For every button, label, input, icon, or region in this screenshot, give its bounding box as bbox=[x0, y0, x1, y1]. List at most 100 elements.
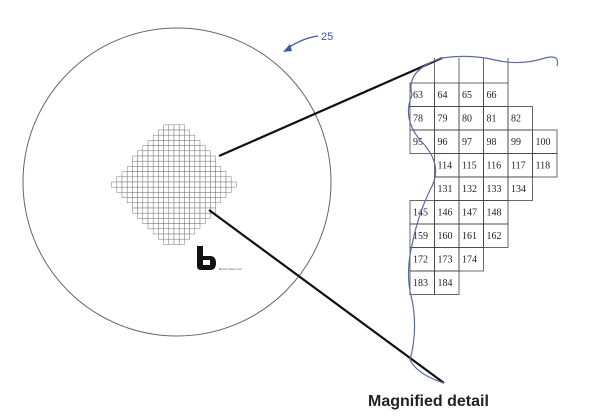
cluster-die bbox=[189, 218, 196, 224]
cluster-die bbox=[137, 212, 144, 219]
cluster-die bbox=[142, 171, 149, 178]
cluster-die bbox=[147, 160, 154, 167]
cluster-die bbox=[178, 228, 185, 235]
cluster-die bbox=[152, 223, 159, 230]
detail-cell-label: 134 bbox=[511, 184, 526, 195]
cluster-die bbox=[220, 176, 227, 183]
cluster-die bbox=[111, 181, 118, 188]
cluster-die bbox=[215, 171, 222, 178]
cluster-die bbox=[147, 197, 154, 204]
cluster-die bbox=[152, 186, 159, 193]
cluster-die bbox=[142, 197, 149, 204]
detail-cell-label: 82 bbox=[511, 114, 521, 125]
cluster-die bbox=[204, 186, 211, 193]
leader-line-upper bbox=[218, 56, 443, 158]
cluster-die bbox=[152, 176, 159, 183]
cluster-die bbox=[173, 228, 180, 235]
break-line-left bbox=[407, 57, 445, 384]
cluster-die bbox=[210, 176, 216, 183]
cluster-die bbox=[199, 207, 206, 214]
cluster-die bbox=[178, 124, 185, 131]
cluster-die bbox=[137, 171, 144, 178]
cluster-die bbox=[152, 218, 159, 224]
detail-cell-label: 184 bbox=[438, 278, 453, 289]
cluster-die bbox=[137, 155, 144, 162]
cluster-die bbox=[158, 166, 164, 172]
cluster-die bbox=[147, 181, 154, 188]
cluster-die bbox=[158, 207, 164, 214]
cluster-die bbox=[194, 192, 201, 198]
cluster-die bbox=[178, 145, 185, 152]
cluster-die bbox=[142, 218, 149, 224]
cluster-die bbox=[189, 228, 196, 235]
cluster-die bbox=[132, 166, 138, 172]
cluster-die bbox=[220, 186, 227, 193]
cluster-die bbox=[168, 129, 175, 136]
cluster-die bbox=[152, 155, 159, 162]
cluster-die bbox=[178, 197, 185, 204]
cluster-die bbox=[204, 181, 211, 188]
cluster-die bbox=[168, 238, 175, 245]
cluster-die bbox=[220, 192, 227, 198]
cluster-die bbox=[142, 212, 149, 219]
cluster-die bbox=[126, 181, 133, 188]
cluster-die bbox=[194, 181, 201, 188]
cluster-die bbox=[152, 197, 159, 204]
cluster-die bbox=[204, 176, 211, 183]
cluster-die bbox=[168, 207, 175, 214]
detail-cell-label: 100 bbox=[536, 137, 551, 148]
cluster-die bbox=[158, 197, 164, 204]
cluster-die bbox=[173, 181, 180, 188]
cluster-die bbox=[168, 145, 175, 152]
callout-number: 25 bbox=[321, 31, 333, 43]
cluster-die bbox=[194, 160, 201, 167]
detail-cell-label: 96 bbox=[438, 137, 448, 148]
cluster-die bbox=[189, 186, 196, 193]
cluster-die bbox=[184, 129, 190, 136]
cluster-die bbox=[194, 155, 201, 162]
cluster-die bbox=[173, 171, 180, 178]
cluster-die bbox=[184, 140, 190, 146]
cluster-die bbox=[173, 233, 180, 240]
magnified-detail: 63 64 65 66 78 79 80 81 82 95 96 97 98 99 100 114 115 116… bbox=[407, 55, 559, 384]
cluster-die bbox=[230, 181, 237, 188]
cluster-die bbox=[173, 129, 180, 136]
cluster-die bbox=[178, 181, 185, 188]
cluster-die bbox=[194, 207, 201, 214]
callout-arrowhead bbox=[283, 44, 292, 52]
detail-cell-label: 81 bbox=[487, 114, 497, 125]
cluster-die bbox=[184, 202, 190, 209]
detail-cell-label: 132 bbox=[462, 184, 477, 195]
cluster-die bbox=[142, 207, 149, 214]
detail-cell-label: 66 bbox=[487, 90, 497, 101]
cluster-die bbox=[215, 176, 222, 183]
cluster-die bbox=[178, 129, 185, 136]
detail-cell-label: 65 bbox=[462, 90, 472, 101]
cluster-die bbox=[168, 134, 175, 141]
cluster-die bbox=[158, 212, 164, 219]
cluster-die bbox=[147, 155, 154, 162]
detail-cell-label: 147 bbox=[462, 208, 477, 219]
cluster-die bbox=[168, 181, 175, 188]
detail-cell-label: 173 bbox=[438, 255, 453, 266]
cluster-die bbox=[158, 223, 164, 230]
detail-cell-label: 117 bbox=[511, 161, 526, 172]
cluster-die bbox=[210, 197, 216, 204]
cluster-die bbox=[168, 197, 175, 204]
cluster-die bbox=[173, 166, 180, 172]
cluster-die bbox=[189, 176, 196, 183]
cluster-die bbox=[189, 155, 196, 162]
cluster-die bbox=[158, 228, 164, 235]
cluster-die bbox=[163, 223, 170, 230]
cluster-die bbox=[178, 223, 185, 230]
cluster-die bbox=[184, 228, 190, 235]
cluster-die bbox=[163, 181, 170, 188]
cluster-die bbox=[121, 192, 128, 198]
cluster-die bbox=[178, 238, 185, 245]
cluster-die bbox=[158, 218, 164, 224]
cluster-die bbox=[168, 212, 175, 219]
cluster-die bbox=[163, 145, 170, 152]
cluster-die bbox=[158, 134, 164, 141]
cluster-die bbox=[163, 160, 170, 167]
cluster-die bbox=[210, 186, 216, 193]
